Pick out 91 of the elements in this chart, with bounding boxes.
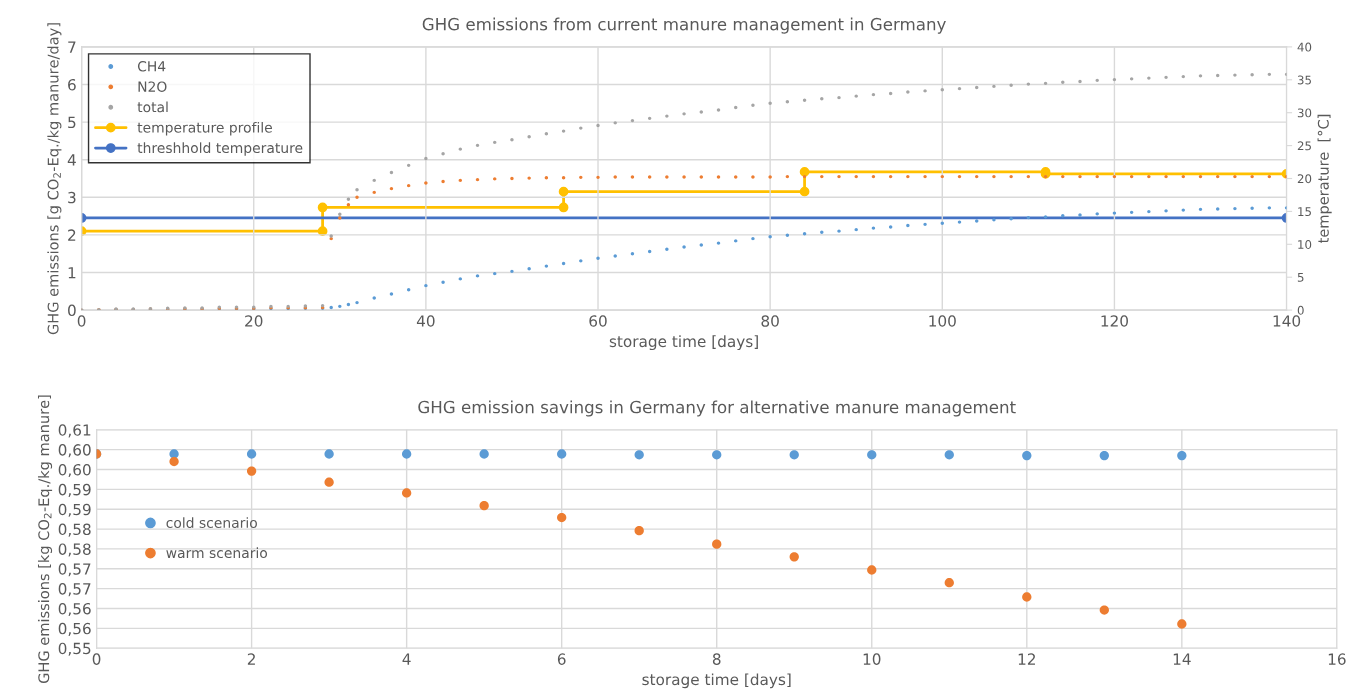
- point: [944, 450, 954, 460]
- point: [867, 565, 877, 575]
- point: [712, 539, 722, 549]
- y-tick-label: 1: [68, 267, 76, 279]
- x-tick-label: 120: [1101, 315, 1128, 327]
- point: [246, 466, 257, 476]
- point: [1177, 450, 1187, 461]
- y-tick-label: 3: [68, 191, 76, 204]
- x-tick-label: 140: [1273, 315, 1301, 327]
- y-tick-label: 0,57: [58, 563, 91, 577]
- x-tick-label: 60: [589, 315, 607, 327]
- x-tick-label: 100: [929, 315, 956, 327]
- point: [1099, 605, 1109, 615]
- legend-label: threshhold temperature: [137, 142, 303, 156]
- point: [324, 477, 334, 487]
- point: [558, 186, 569, 197]
- point: [867, 450, 877, 460]
- point: [712, 450, 722, 460]
- point: [799, 186, 810, 197]
- point: [789, 450, 799, 460]
- point: [479, 449, 489, 459]
- x-tick-label: 12: [1018, 653, 1035, 665]
- y-axis-title: GHG emissions [kg CO$_{2}$-Eq./kg manure]: [37, 395, 53, 684]
- y-tick-label: 0,59: [58, 503, 91, 517]
- x-tick-label: 14: [1173, 653, 1191, 665]
- point: [324, 449, 334, 459]
- y2-tick-label: 30: [1297, 108, 1312, 118]
- y2-tick-label: 0: [1297, 305, 1304, 315]
- legend-label: N2O: [138, 81, 167, 92]
- point: [479, 500, 489, 511]
- y-tick-label: 0,58: [58, 523, 91, 537]
- y-tick-label: 0,56: [58, 602, 91, 617]
- y-tick-label: 6: [68, 78, 76, 91]
- y-tick-label: 2: [68, 229, 76, 241]
- y-tick-label: 0,57: [58, 583, 91, 597]
- chart-title: GHG emission savings in Germany for alternative manure management: [418, 400, 1016, 417]
- x-tick-label: 80: [761, 315, 779, 327]
- point: [401, 488, 412, 498]
- legend-label: cold scenario: [166, 517, 257, 528]
- x-axis-title: storage time [days]: [642, 673, 791, 689]
- y-tick-label: 0,59: [58, 483, 91, 497]
- x-tick-label: 20: [245, 315, 263, 327]
- y-tick-label: 0,55: [58, 642, 91, 656]
- x-tick-label: 10: [863, 653, 881, 665]
- x-tick-label: 4: [402, 653, 411, 665]
- point: [558, 202, 569, 213]
- point: [789, 552, 799, 562]
- y-tick-label: 5: [68, 116, 76, 129]
- legend-label: warm scenario: [166, 547, 268, 559]
- point: [944, 578, 954, 588]
- x-tick-label: 6: [557, 653, 566, 665]
- point: [1022, 450, 1032, 461]
- y-tick-label: 4: [67, 154, 76, 166]
- y-tick-label: 0,60: [58, 444, 91, 458]
- point: [634, 526, 644, 536]
- point: [557, 449, 567, 459]
- y2-tick-label: 20: [1297, 174, 1312, 184]
- y2-tick-label: 5: [1297, 273, 1304, 282]
- x-tick-label: 2: [247, 653, 255, 665]
- y-tick-label: 0,58: [58, 543, 91, 557]
- point: [1022, 592, 1032, 602]
- point: [1177, 619, 1187, 629]
- x-tick-label: 8: [712, 653, 721, 665]
- y-tick-label: 7: [68, 41, 76, 53]
- point: [1099, 450, 1109, 461]
- y2-tick-label: 40: [1297, 42, 1312, 52]
- legend-label: total: [137, 101, 168, 113]
- y2-tick-label: 10: [1298, 240, 1312, 249]
- legend-label: CH4: [137, 61, 166, 72]
- x-tick-label: 16: [1328, 653, 1346, 665]
- y-tick-label: 0,56: [58, 622, 91, 636]
- x-tick-label: 40: [416, 315, 435, 327]
- y2-tick-label: 25: [1297, 141, 1311, 151]
- point: [634, 450, 644, 460]
- y-tick-label: 0,60: [58, 463, 91, 478]
- chart-title: GHG emissions from current manure management in Germany: [422, 17, 946, 34]
- point: [557, 512, 567, 523]
- point: [246, 449, 257, 459]
- y2-tick-label: 35: [1297, 75, 1311, 85]
- point: [317, 202, 328, 213]
- point: [799, 167, 810, 177]
- y-tick-label: 0: [68, 304, 76, 317]
- legend-label: temperature profile: [137, 121, 272, 136]
- y-tick-label: 0,61: [58, 424, 91, 438]
- point: [169, 456, 179, 467]
- x-axis-title: storage time [days]: [609, 335, 758, 351]
- y-axis-title: GHG emissions [g CO$_{2}$-Eq./kg manure/day]: [47, 23, 62, 335]
- point: [401, 449, 412, 459]
- y2-tick-label: 15: [1298, 207, 1311, 217]
- y2-axis-title: temperature [°C]: [1317, 114, 1332, 243]
- x-tick-label: 0: [92, 653, 101, 665]
